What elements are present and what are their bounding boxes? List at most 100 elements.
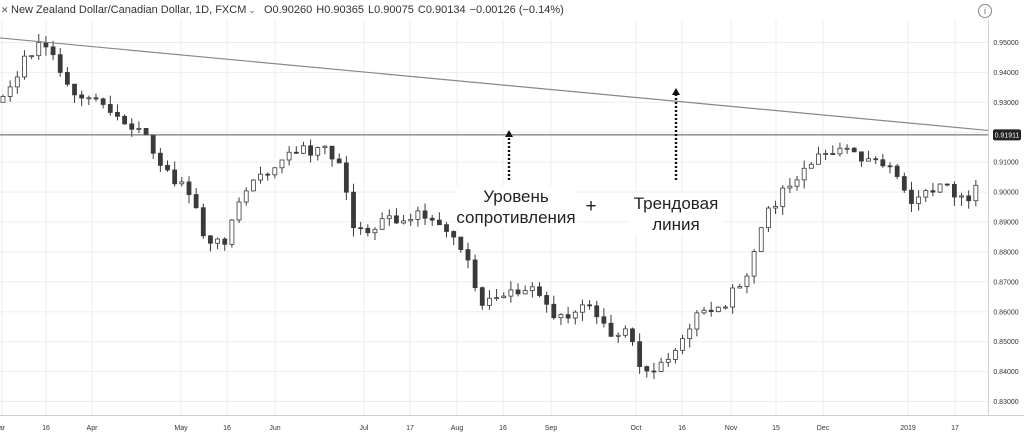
candle-body: [959, 195, 964, 198]
candle: [451, 230, 457, 246]
candle: [315, 146, 321, 161]
candle: [873, 156, 879, 165]
candle-body: [637, 341, 643, 367]
candle: [887, 162, 893, 174]
candle: [229, 218, 235, 248]
candle: [7, 80, 13, 102]
candle-body: [708, 309, 714, 312]
info-icon[interactable]: i: [978, 4, 992, 18]
candle-body: [372, 228, 378, 234]
candle-body: [923, 190, 929, 198]
time-tick-label: Nov: [725, 425, 738, 432]
candle: [744, 273, 750, 294]
candle: [22, 50, 27, 80]
chevron-down-icon[interactable]: ⌄: [248, 4, 256, 15]
candle-body: [894, 165, 900, 177]
candle: [837, 142, 843, 157]
candle: [508, 281, 514, 303]
candle: [386, 209, 392, 226]
candle: [250, 179, 256, 192]
candle-body: [186, 181, 192, 195]
candle-body: [50, 46, 56, 56]
open-value: O0.90260: [263, 4, 313, 16]
candle: [723, 304, 728, 310]
candle-body: [100, 98, 106, 105]
candle: [200, 203, 206, 239]
candle-body: [587, 304, 592, 307]
candle-body: [966, 195, 972, 202]
candle-body: [787, 185, 793, 189]
candle: [136, 121, 142, 133]
candle: [515, 283, 521, 297]
candle-body: [751, 251, 757, 277]
candle: [494, 288, 499, 301]
candle: [801, 160, 807, 189]
candle-body: [451, 231, 457, 238]
candle-body: [901, 176, 907, 191]
candle-body: [823, 153, 829, 155]
candle: [766, 206, 771, 232]
candle: [93, 93, 99, 102]
candle: [458, 236, 464, 253]
candle-body: [122, 115, 128, 125]
candle-body: [150, 134, 156, 154]
candle: [401, 215, 406, 225]
candle: [522, 285, 528, 295]
candle-body: [758, 227, 764, 252]
candle-body: [465, 249, 471, 261]
candle-body: [243, 190, 249, 203]
candle: [773, 200, 778, 215]
candle: [143, 127, 149, 136]
candle-body: [937, 183, 943, 193]
time-tick-label: 17: [406, 425, 414, 432]
candle-body: [644, 366, 650, 372]
candle: [57, 48, 63, 77]
candle-body: [165, 164, 170, 171]
candle: [858, 151, 864, 167]
candle-body: [737, 286, 743, 289]
candle-body: [715, 306, 721, 312]
candle-body: [93, 97, 99, 100]
candle-body: [858, 151, 864, 162]
candle: [751, 249, 757, 284]
candle-body: [422, 210, 428, 219]
time-tick-label: Sep: [545, 425, 558, 432]
change-value: −0.00126 (−0.14%): [469, 4, 564, 16]
candle-body: [57, 54, 63, 73]
candle-body: [479, 287, 485, 306]
candle-body: [308, 145, 313, 156]
candle-body: [136, 127, 142, 130]
trendline-annotation: Трендовая линия: [628, 193, 724, 235]
candle: [415, 206, 421, 227]
candle-body: [172, 169, 178, 185]
candle: [816, 146, 821, 165]
price-tick-label: 0.91000: [993, 160, 1018, 167]
time-tick-label: 15: [772, 425, 780, 432]
candle: [694, 310, 700, 337]
x-icon[interactable]: ✕: [1, 4, 9, 15]
candle-body: [301, 145, 306, 154]
candle-body: [258, 173, 263, 181]
candle: [587, 299, 592, 310]
symbol-title[interactable]: New Zealand Dollar/Canadian Dollar, 1D, …: [11, 4, 247, 16]
candle-body: [79, 94, 85, 99]
candle-body: [830, 153, 836, 155]
candle-body: [415, 210, 421, 220]
candle-body: [7, 86, 13, 97]
time-tick-label: Jul: [360, 425, 369, 432]
candle: [844, 144, 850, 154]
time-tick-label: 16: [42, 425, 50, 432]
candle-body: [773, 205, 778, 209]
candle-body: [236, 201, 242, 221]
candle: [107, 95, 113, 116]
candle-body: [86, 97, 92, 100]
candle-body: [608, 322, 614, 337]
candle: [680, 334, 685, 355]
candle-body: [272, 167, 278, 176]
candle: [444, 222, 449, 238]
candle: [973, 180, 979, 207]
candle: [308, 139, 313, 163]
candle: [608, 314, 614, 337]
